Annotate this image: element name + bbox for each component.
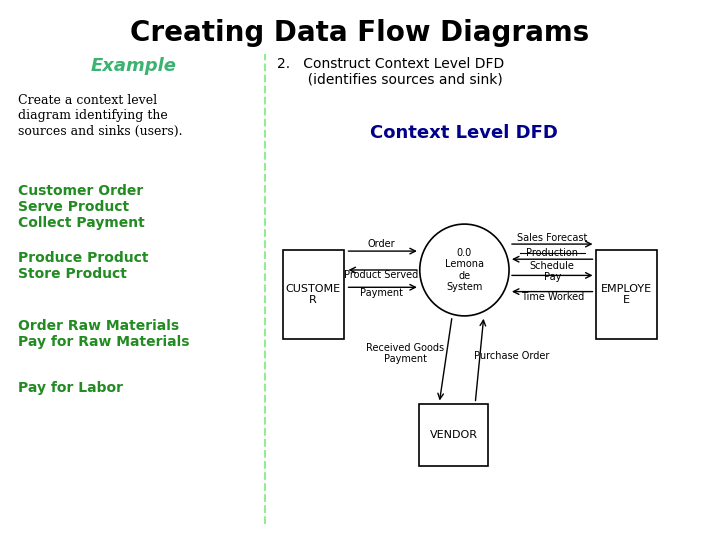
Text: Schedule
Pay: Schedule Pay [530, 261, 575, 282]
Text: Example: Example [90, 57, 176, 75]
Bar [419, 404, 488, 465]
Text: Creating Data Flow Diagrams: Creating Data Flow Diagrams [130, 19, 590, 47]
Text: Order: Order [368, 239, 395, 249]
Text: Sales Forecast: Sales Forecast [517, 233, 588, 242]
Bar [596, 249, 657, 339]
Bar [283, 249, 344, 339]
Text: Context Level DFD: Context Level DFD [371, 124, 558, 142]
Text: VENDOR: VENDOR [430, 430, 477, 440]
Text: Purchase Order: Purchase Order [474, 352, 549, 361]
Ellipse shape [420, 224, 509, 316]
Text: Produce Product
Store Product: Produce Product Store Product [18, 251, 148, 281]
Text: Order Raw Materials
Pay for Raw Materials: Order Raw Materials Pay for Raw Material… [18, 319, 189, 349]
Text: Production: Production [526, 248, 578, 258]
Text: 0.0
Lemona
de
System: 0.0 Lemona de System [445, 248, 484, 292]
Text: EMPLOYE
E: EMPLOYE E [600, 284, 652, 305]
Text: Pay for Labor: Pay for Labor [18, 381, 123, 395]
Text: CUSTOME
R: CUSTOME R [286, 284, 341, 305]
Text: Received Goods
Payment: Received Goods Payment [366, 343, 444, 364]
Text: Payment: Payment [360, 288, 403, 298]
Text: Customer Order
Serve Product
Collect Payment: Customer Order Serve Product Collect Pay… [18, 184, 145, 230]
Text: Product Served: Product Served [344, 271, 419, 280]
Text: Time Worked: Time Worked [521, 292, 584, 302]
Text: Create a context level
diagram identifying the
sources and sinks (users).: Create a context level diagram identifyi… [18, 94, 182, 138]
Text: 2.   Construct Context Level DFD
       (identifies sources and sink): 2. Construct Context Level DFD (identifi… [277, 57, 505, 87]
